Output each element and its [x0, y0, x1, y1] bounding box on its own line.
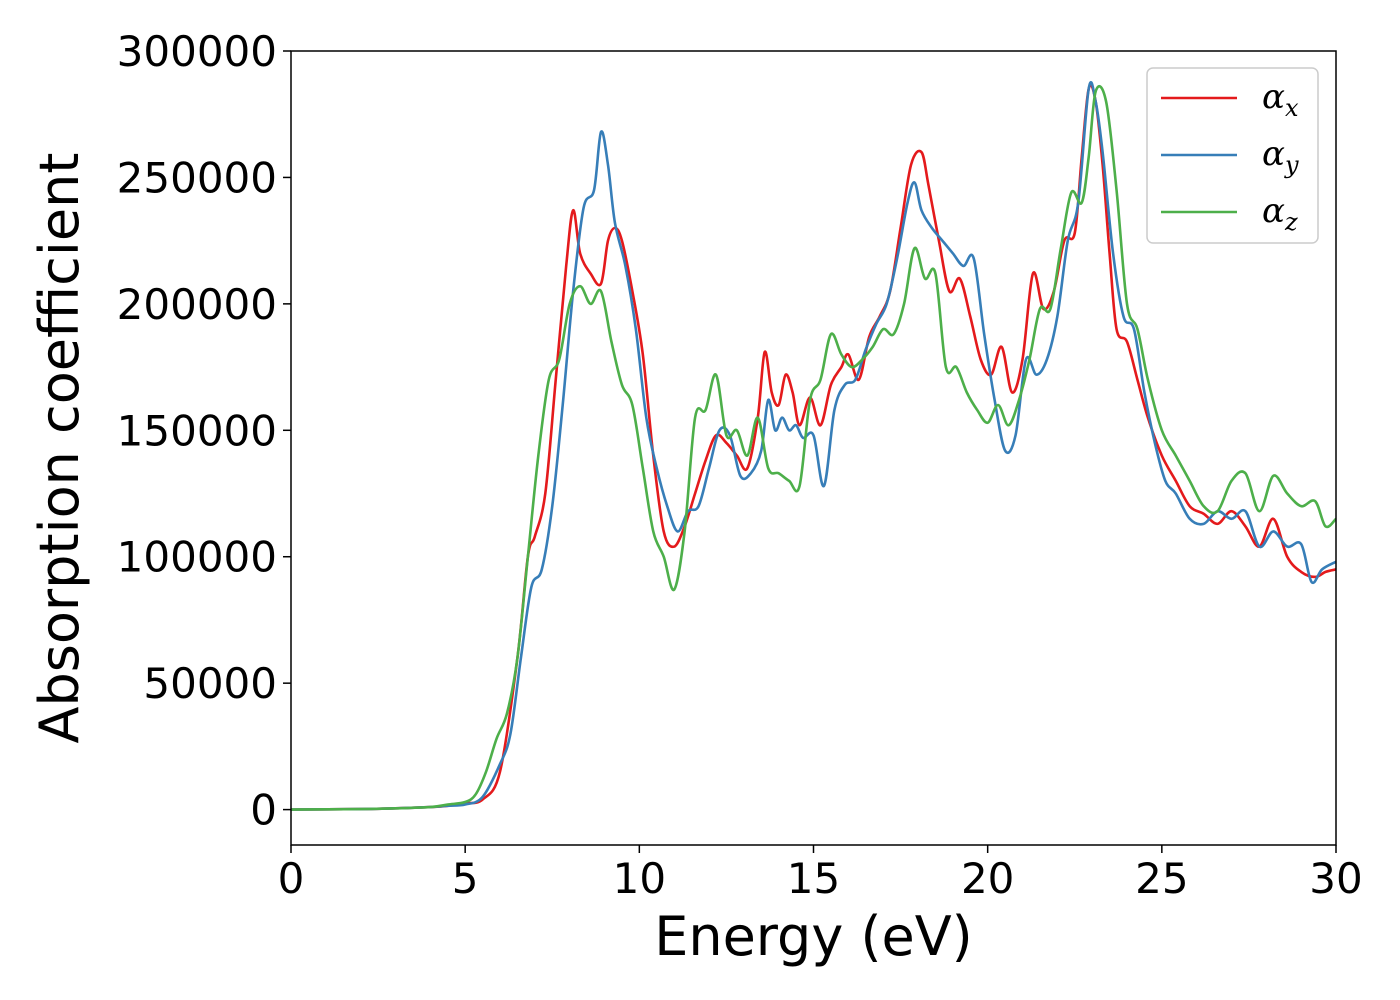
legend-entry-alpha-y: αy: [1262, 134, 1299, 179]
x-tick-label: 0: [278, 854, 305, 903]
ticks-layer: 0 5 10 15 20 25 30 0 50000 100000 150000 200000 2500…: [117, 27, 1363, 903]
x-axis-label: Energy (eV): [654, 905, 973, 968]
y-tick-label: 200000: [117, 280, 277, 329]
x-tick-label: 10: [613, 854, 666, 903]
legend-entry-alpha-x: αx: [1262, 77, 1299, 122]
x-tick-label: 25: [1135, 854, 1188, 903]
y-tick-label: 150000: [117, 406, 277, 455]
legend: αx αy αz: [1146, 67, 1319, 244]
y-tick-label: 50000: [143, 659, 277, 708]
x-tick-label: 5: [452, 854, 479, 903]
series-line-alpha-y: [291, 81, 1336, 811]
y-tick-label: 300000: [117, 27, 277, 76]
legend-entry-alpha-z: αz: [1262, 191, 1298, 236]
y-axis-label: Absorption coefficient: [28, 153, 91, 744]
y-tick-label: 100000: [117, 533, 277, 582]
y-tick-label: 0: [250, 786, 277, 835]
x-tick-label: 15: [787, 854, 840, 903]
x-tick-label: 20: [961, 854, 1014, 903]
series-line-alpha-x: [291, 83, 1336, 811]
series-line-alpha-z: [291, 84, 1336, 811]
y-tick-label: 250000: [117, 153, 277, 202]
series-layer: [291, 81, 1336, 811]
x-tick-label: 30: [1309, 854, 1362, 903]
